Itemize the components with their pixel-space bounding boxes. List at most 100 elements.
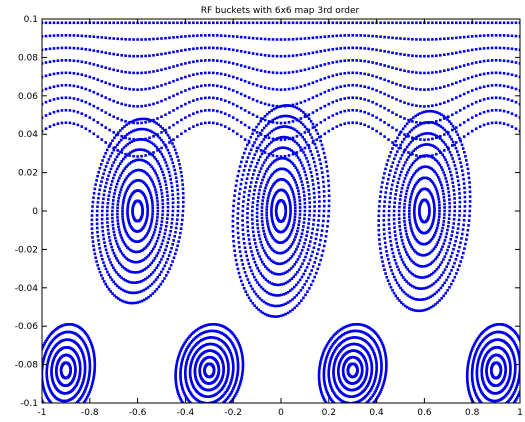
scatter-point — [327, 351, 330, 355]
scatter-point — [53, 355, 57, 359]
scatter-point — [159, 227, 162, 230]
scatter-point — [240, 353, 244, 357]
scatter-point — [321, 147, 325, 151]
scatter-point — [313, 196, 316, 199]
scatter-point — [180, 361, 183, 365]
scatter-point — [402, 137, 406, 141]
scatter-point — [412, 308, 415, 312]
scatter-point — [341, 326, 345, 330]
scatter-point — [326, 353, 329, 357]
scatter-point — [161, 267, 165, 271]
scatter-point — [85, 385, 88, 388]
scatter-point — [462, 182, 466, 185]
scatter-point — [76, 380, 80, 384]
scatter-point — [101, 229, 105, 233]
scatter-point — [412, 297, 416, 300]
scatter-point — [468, 185, 472, 189]
scatter-point — [323, 399, 327, 403]
scatter-point — [126, 280, 129, 283]
scatter-point — [341, 367, 345, 371]
scatter-point — [146, 205, 149, 208]
scatter-point — [172, 165, 176, 168]
scatter-point — [275, 21, 279, 25]
scatter-point — [246, 216, 249, 220]
scatter-point — [474, 340, 478, 343]
scatter-point — [450, 282, 453, 286]
scatter-point — [161, 199, 164, 202]
scatter-point — [236, 212, 240, 215]
scatter-point — [403, 278, 407, 281]
scatter-point — [457, 222, 460, 226]
scatter-point — [441, 284, 445, 287]
scatter-point — [414, 220, 417, 224]
scatter-point — [476, 361, 480, 364]
scatter-point — [236, 222, 239, 225]
scatter-point — [307, 222, 310, 225]
scatter-point — [304, 140, 308, 144]
scatter-point — [302, 245, 305, 249]
scatter-point — [353, 336, 356, 339]
scatter-point — [266, 196, 270, 200]
scatter-point — [296, 229, 299, 233]
scatter-point — [318, 205, 321, 208]
scatter-point — [240, 373, 244, 377]
scatter-point — [116, 200, 120, 203]
scatter-point — [408, 206, 411, 210]
scatter-point — [457, 183, 461, 187]
scatter-point — [192, 338, 195, 342]
scatter-point — [241, 364, 245, 368]
scatter-point — [302, 225, 305, 228]
scatter-point — [309, 171, 313, 174]
scatter-point — [271, 150, 274, 154]
scatter-point — [115, 242, 119, 246]
scatter-point — [321, 394, 324, 397]
scatter-point — [431, 304, 435, 308]
scatter-point — [509, 367, 512, 370]
scatter-point — [356, 394, 359, 397]
scatter-point — [251, 132, 254, 135]
scatter-point — [211, 401, 215, 403]
scatter-point — [137, 270, 141, 274]
scatter-point — [367, 352, 370, 355]
scatter-point — [293, 306, 297, 310]
scatter-point — [247, 238, 251, 241]
scatter-point — [45, 394, 48, 398]
scatter-point — [282, 313, 285, 317]
scatter-point — [416, 193, 420, 196]
scatter-point — [364, 376, 367, 380]
scatter-point — [461, 147, 465, 150]
scatter-point — [293, 140, 297, 143]
scatter-point — [416, 124, 420, 127]
scatter-point — [179, 376, 182, 379]
scatter-point — [364, 387, 367, 390]
scatter-point — [265, 290, 269, 294]
scatter-point — [293, 198, 296, 201]
scatter-point — [407, 143, 411, 146]
scatter-point — [293, 285, 296, 289]
scatter-point — [180, 359, 184, 363]
scatter-point — [150, 261, 154, 265]
scatter-point — [438, 163, 442, 167]
scatter-point — [400, 154, 404, 157]
scatter-point — [126, 214, 129, 217]
scatter-point — [481, 379, 485, 383]
scatter-point — [455, 254, 459, 257]
scatter-point — [222, 367, 225, 371]
scatter-point — [253, 169, 256, 172]
scatter-point — [392, 275, 396, 279]
scatter-point — [389, 151, 393, 154]
scatter-point — [227, 21, 231, 25]
scatter-point — [114, 239, 118, 243]
scatter-point — [232, 204, 235, 208]
scatter-point — [318, 366, 321, 370]
scatter-point — [166, 198, 170, 201]
scatter-point — [400, 190, 403, 194]
scatter-point — [445, 265, 448, 268]
scatter-point — [427, 165, 430, 169]
scatter-point — [161, 127, 164, 130]
scatter-point — [272, 196, 275, 200]
scatter-point — [153, 155, 156, 159]
scatter-point — [332, 350, 336, 353]
scatter-point — [279, 178, 283, 181]
scatter-point — [241, 223, 244, 227]
